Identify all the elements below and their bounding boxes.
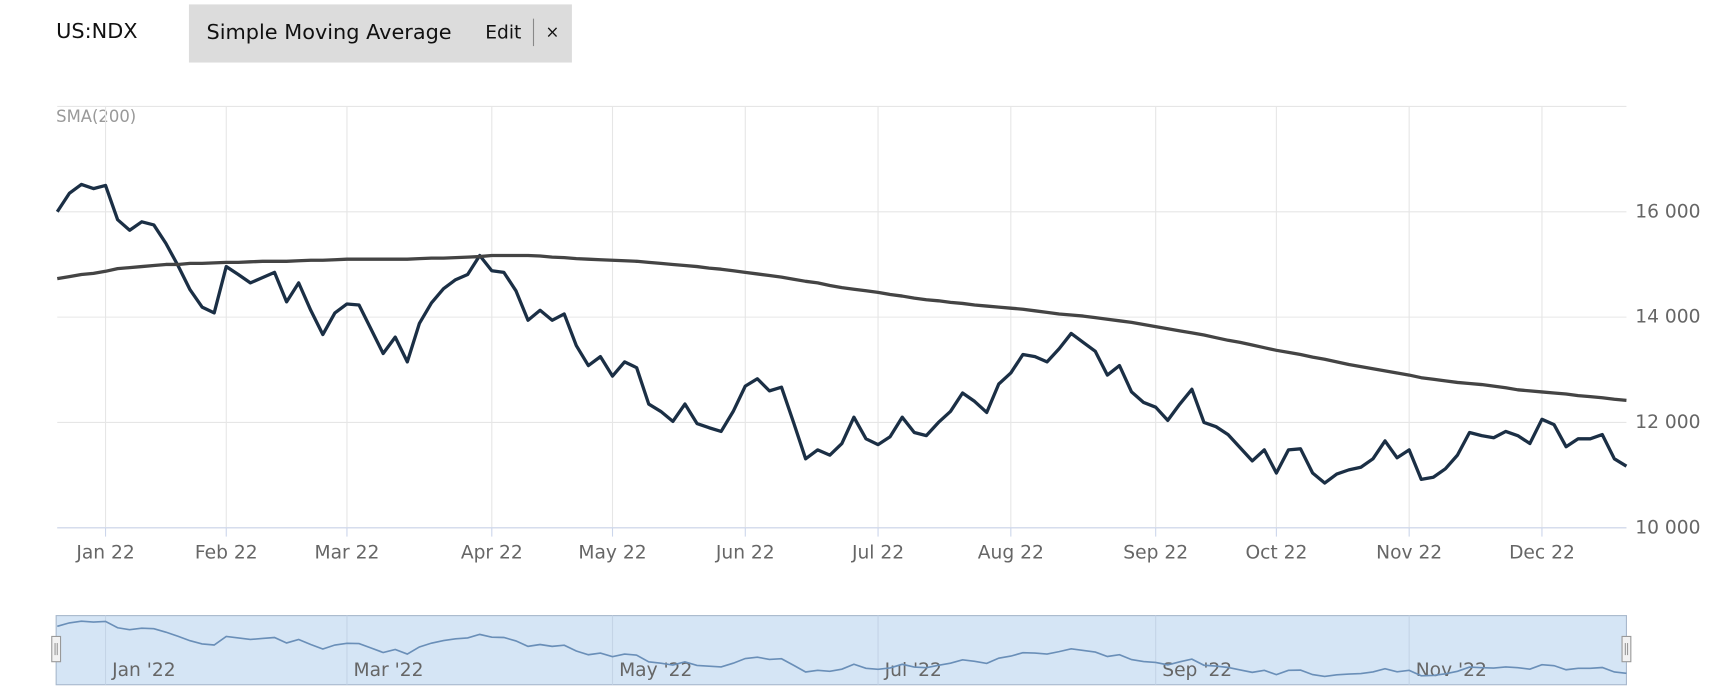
series-line <box>55 182 1628 485</box>
x-tick-label: Dec 22 <box>1509 543 1575 564</box>
indicator-name: Simple Moving Average <box>206 20 451 44</box>
navigator-label: Jul '22 <box>884 660 942 681</box>
x-tick-label: May 22 <box>578 543 646 564</box>
navigator-handle[interactable] <box>1621 635 1632 663</box>
sma-label: SMA(200) <box>56 107 136 126</box>
y-tick-label: 12 000 <box>1635 412 1700 433</box>
navigator-label: Jan '22 <box>111 660 176 681</box>
navigator-handle[interactable] <box>51 635 62 663</box>
symbol-label: US:NDX <box>56 19 137 43</box>
indicator-box <box>188 4 572 63</box>
x-tick-label: Jun 22 <box>715 543 775 564</box>
x-tick-label: Nov 22 <box>1376 543 1442 564</box>
x-tick-label: Apr 22 <box>461 543 523 564</box>
x-tick-label: Jan 22 <box>75 543 134 564</box>
x-tick-label: Sep 22 <box>1123 543 1188 564</box>
x-tick-label: Oct 22 <box>1245 543 1307 564</box>
y-tick-label: 14 000 <box>1635 307 1700 328</box>
navigator-label: Nov '22 <box>1416 660 1487 681</box>
edit-button[interactable]: Edit <box>485 22 521 43</box>
x-tick-label: Jul 22 <box>851 543 904 564</box>
x-tick-label: Mar 22 <box>315 543 380 564</box>
x-tick-label: Feb 22 <box>195 543 258 564</box>
close-button[interactable]: × <box>546 22 560 41</box>
navigator-label: Mar '22 <box>354 660 424 681</box>
y-tick-label: 16 000 <box>1635 201 1700 222</box>
y-tick-label: 10 000 <box>1635 517 1700 538</box>
navigator-mask[interactable] <box>55 615 1627 686</box>
x-tick-label: Aug 22 <box>978 543 1044 564</box>
navigator-line <box>57 620 1627 678</box>
series-line <box>56 253 1627 402</box>
